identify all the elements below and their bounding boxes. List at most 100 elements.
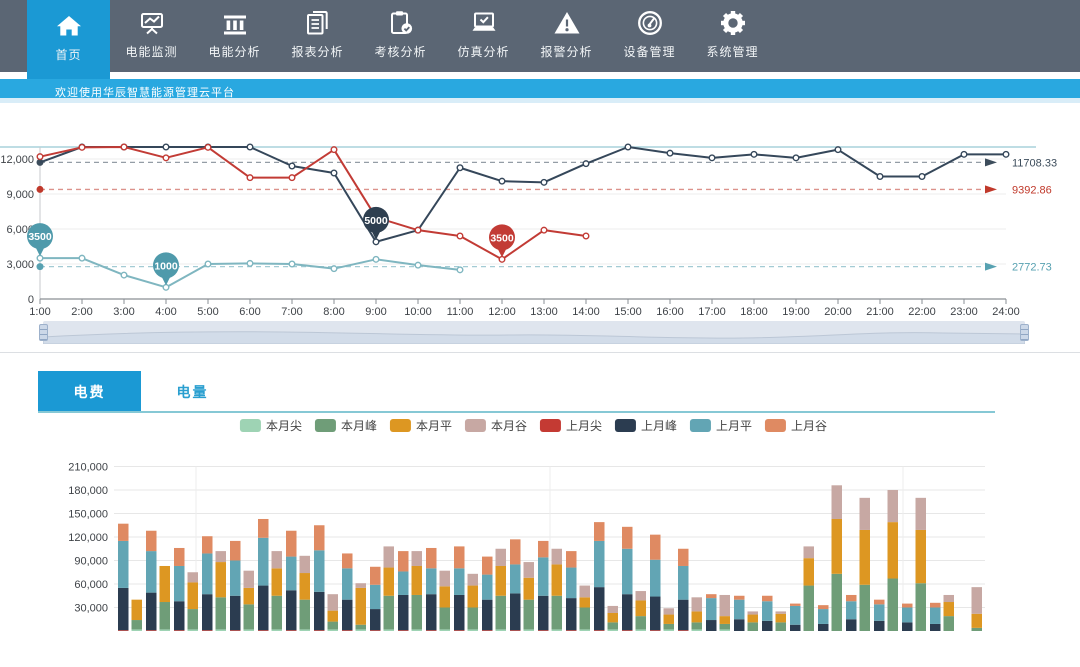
nav-tab-alert-triangle[interactable]: 报警分析 xyxy=(525,0,608,72)
bar-segment[interactable] xyxy=(971,627,983,631)
bar-segment[interactable] xyxy=(915,529,927,584)
bar-segment[interactable] xyxy=(482,556,493,575)
bar-segment[interactable] xyxy=(202,630,213,631)
bar-segment[interactable] xyxy=(747,614,759,623)
bar-segment[interactable] xyxy=(299,629,311,631)
bar-segment[interactable] xyxy=(495,629,507,631)
bar-segment[interactable] xyxy=(411,594,423,630)
bar-segment[interactable] xyxy=(831,573,843,631)
bar-segment[interactable] xyxy=(874,604,885,621)
bar-segment[interactable] xyxy=(706,598,717,621)
bar-segment[interactable] xyxy=(454,546,465,569)
bar-segment[interactable] xyxy=(691,629,703,631)
bar-segment[interactable] xyxy=(734,595,745,600)
bar-segment[interactable] xyxy=(174,630,185,631)
bar-segment[interactable] xyxy=(579,607,591,630)
bar-segment[interactable] xyxy=(650,630,661,631)
bar-segment[interactable] xyxy=(215,597,227,630)
bar-segment[interactable] xyxy=(635,616,647,630)
bar-segment[interactable] xyxy=(607,629,619,631)
bar-segment[interactable] xyxy=(467,629,479,631)
bar-segment[interactable] xyxy=(342,599,353,631)
bar-segment[interactable] xyxy=(859,497,871,530)
bar-segment[interactable] xyxy=(454,630,465,631)
bar-segment[interactable] xyxy=(342,568,353,600)
bar-segment[interactable] xyxy=(551,548,563,565)
bar-segment[interactable] xyxy=(243,570,255,588)
bar-segment[interactable] xyxy=(454,568,465,595)
bar-segment[interactable] xyxy=(314,525,325,551)
bar-segment[interactable] xyxy=(650,559,661,597)
bar-segment[interactable] xyxy=(874,620,885,631)
bar-segment[interactable] xyxy=(187,609,199,630)
bar-segment[interactable] xyxy=(202,594,213,631)
bar-segment[interactable] xyxy=(398,571,409,595)
bar-segment[interactable] xyxy=(482,599,493,631)
bar-segment[interactable] xyxy=(818,623,829,631)
bar-segment[interactable] xyxy=(635,591,647,601)
bar-segment[interactable] xyxy=(831,518,843,574)
bar-segment[interactable] xyxy=(286,530,297,557)
bar-segment[interactable] xyxy=(943,602,955,617)
bar-segment[interactable] xyxy=(622,630,633,631)
nav-tab-gear[interactable]: 系统管理 xyxy=(691,0,774,72)
bar-segment[interactable] xyxy=(622,526,633,549)
bar-segment[interactable] xyxy=(663,608,675,615)
bar-segment[interactable] xyxy=(818,605,829,610)
bar-segment[interactable] xyxy=(370,630,381,631)
bar-segment[interactable] xyxy=(551,595,563,630)
bar-segment[interactable] xyxy=(579,629,591,631)
bar-segment[interactable] xyxy=(790,605,801,625)
bar-segment[interactable] xyxy=(971,587,983,614)
bar-segment[interactable] xyxy=(187,572,199,583)
bar-segment[interactable] xyxy=(887,490,899,523)
bar-segment[interactable] xyxy=(131,620,143,630)
bar-segment[interactable] xyxy=(930,602,941,608)
bar-segment[interactable] xyxy=(930,607,941,624)
bar-segment[interactable] xyxy=(775,611,787,614)
bar-segment[interactable] xyxy=(915,497,927,530)
bar-segment[interactable] xyxy=(174,601,185,631)
bar-segment[interactable] xyxy=(370,609,381,631)
bar-segment[interactable] xyxy=(314,630,325,631)
legend-item[interactable]: 上月尖 xyxy=(540,417,602,434)
bar-segment[interactable] xyxy=(818,609,829,624)
bar-segment[interactable] xyxy=(146,630,157,631)
bar-segment[interactable] xyxy=(230,630,241,631)
bar-segment[interactable] xyxy=(874,599,885,605)
bar-segment[interactable] xyxy=(775,622,787,631)
bar-segment[interactable] xyxy=(691,622,703,630)
bar-segment[interactable] xyxy=(831,485,843,519)
bar-segment[interactable] xyxy=(635,600,647,617)
bar-segment[interactable] xyxy=(859,584,871,631)
bar-segment[interactable] xyxy=(467,573,479,586)
bar-segment[interactable] xyxy=(131,599,143,621)
bar-segment[interactable] xyxy=(887,522,899,579)
bar-segment[interactable] xyxy=(747,611,759,615)
nav-tab-report[interactable]: 报表分析 xyxy=(276,0,359,72)
bar-segment[interactable] xyxy=(342,630,353,631)
bar-segment[interactable] xyxy=(230,560,241,596)
bar-segment[interactable] xyxy=(202,536,213,554)
bar-segment[interactable] xyxy=(678,565,689,600)
bar-segment[interactable] xyxy=(719,616,731,624)
bar-segment[interactable] xyxy=(971,613,983,628)
bar-segment[interactable] xyxy=(762,620,773,631)
bar-segment[interactable] xyxy=(902,607,913,623)
tab-electricity-fee[interactable]: 电费 xyxy=(38,371,141,413)
bar-segment[interactable] xyxy=(594,540,605,588)
bar-segment[interactable] xyxy=(383,629,395,631)
bar-segment[interactable] xyxy=(355,587,367,625)
legend-item[interactable]: 本月谷 xyxy=(464,417,527,434)
bar-segment[interactable] xyxy=(762,601,773,621)
bar-segment[interactable] xyxy=(454,594,465,631)
bar-segment[interactable] xyxy=(327,610,339,622)
bar-segment[interactable] xyxy=(118,587,129,631)
bar-segment[interactable] xyxy=(566,630,577,631)
bar-segment[interactable] xyxy=(846,594,857,602)
bar-segment[interactable] xyxy=(551,629,563,631)
bar-segment[interactable] xyxy=(566,567,577,599)
bar-segment[interactable] xyxy=(663,623,675,630)
bar-segment[interactable] xyxy=(118,630,129,631)
bar-segment[interactable] xyxy=(355,583,367,588)
